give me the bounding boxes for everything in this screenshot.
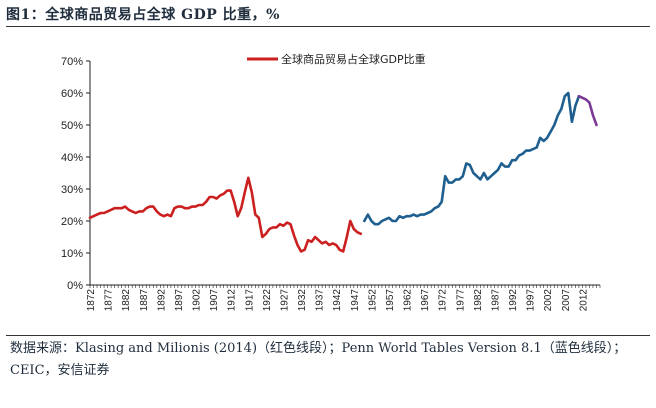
x-tick-label: 2007 bbox=[561, 289, 572, 312]
x-tick-label: 1997 bbox=[526, 289, 537, 312]
x-tick-label: 1977 bbox=[455, 289, 466, 312]
x-tick-label: 1942 bbox=[332, 289, 343, 312]
x-tick-label: 1947 bbox=[350, 289, 361, 312]
series-line-3 bbox=[577, 94, 598, 127]
y-tick-label: 0% bbox=[67, 280, 83, 292]
y-tick-label: 10% bbox=[61, 248, 83, 260]
series-line-1 bbox=[88, 176, 363, 253]
x-tick-label: 1922 bbox=[262, 289, 273, 312]
x-tick-label: 1872 bbox=[86, 289, 97, 312]
x-tick-label: 1892 bbox=[156, 289, 167, 312]
data-source-note: 数据来源：Klasing and Milionis (2014)（红色线段）；P… bbox=[10, 341, 627, 378]
x-tick-label: 1927 bbox=[279, 289, 290, 312]
x-tick-label: 1932 bbox=[297, 289, 308, 312]
x-tick-label: 1957 bbox=[385, 289, 396, 312]
y-tick-label: 50% bbox=[61, 120, 83, 132]
x-tick-label: 1912 bbox=[227, 289, 238, 312]
y-tick-label: 20% bbox=[61, 216, 83, 228]
x-tick-label: 1987 bbox=[490, 289, 501, 312]
series-line-2 bbox=[362, 91, 581, 226]
y-tick-label: 70% bbox=[61, 56, 83, 68]
y-tick-label: 60% bbox=[61, 88, 83, 100]
x-tick-label: 1952 bbox=[367, 289, 378, 312]
x-tick-label: 2012 bbox=[578, 289, 589, 312]
bottom-rule bbox=[6, 335, 650, 336]
trade-share-chart: 0% 10% 20% 30% 40% 50% 60% 70% 1872 1877 1882 1887 1… bbox=[61, 52, 601, 312]
x-tick-label: 1897 bbox=[174, 289, 185, 312]
x-tick-label: 1992 bbox=[508, 289, 519, 312]
x-tick-label: 2002 bbox=[543, 289, 554, 312]
x-tick-label: 1882 bbox=[121, 289, 132, 312]
y-tick-label: 40% bbox=[61, 152, 83, 164]
x-tick-label: 1972 bbox=[438, 289, 449, 312]
x-tick-label: 1962 bbox=[403, 289, 414, 312]
x-tick-label: 1877 bbox=[104, 289, 115, 312]
top-rule bbox=[6, 26, 650, 27]
x-tick-label: 1907 bbox=[209, 289, 220, 312]
x-tick-label: 1967 bbox=[420, 289, 431, 312]
x-tick-label: 1917 bbox=[244, 289, 255, 312]
x-tick-label: 1982 bbox=[473, 289, 484, 312]
y-tick-label: 30% bbox=[61, 184, 83, 196]
figure-title: 图1：全球商品贸易占全球 GDP 比重，% bbox=[6, 7, 280, 23]
x-tick-label: 1937 bbox=[315, 289, 326, 312]
x-tick-label: 1887 bbox=[139, 289, 150, 312]
legend-label: 全球商品贸易占全球GDP比重 bbox=[281, 52, 426, 66]
x-tick-label: 1902 bbox=[192, 289, 203, 312]
